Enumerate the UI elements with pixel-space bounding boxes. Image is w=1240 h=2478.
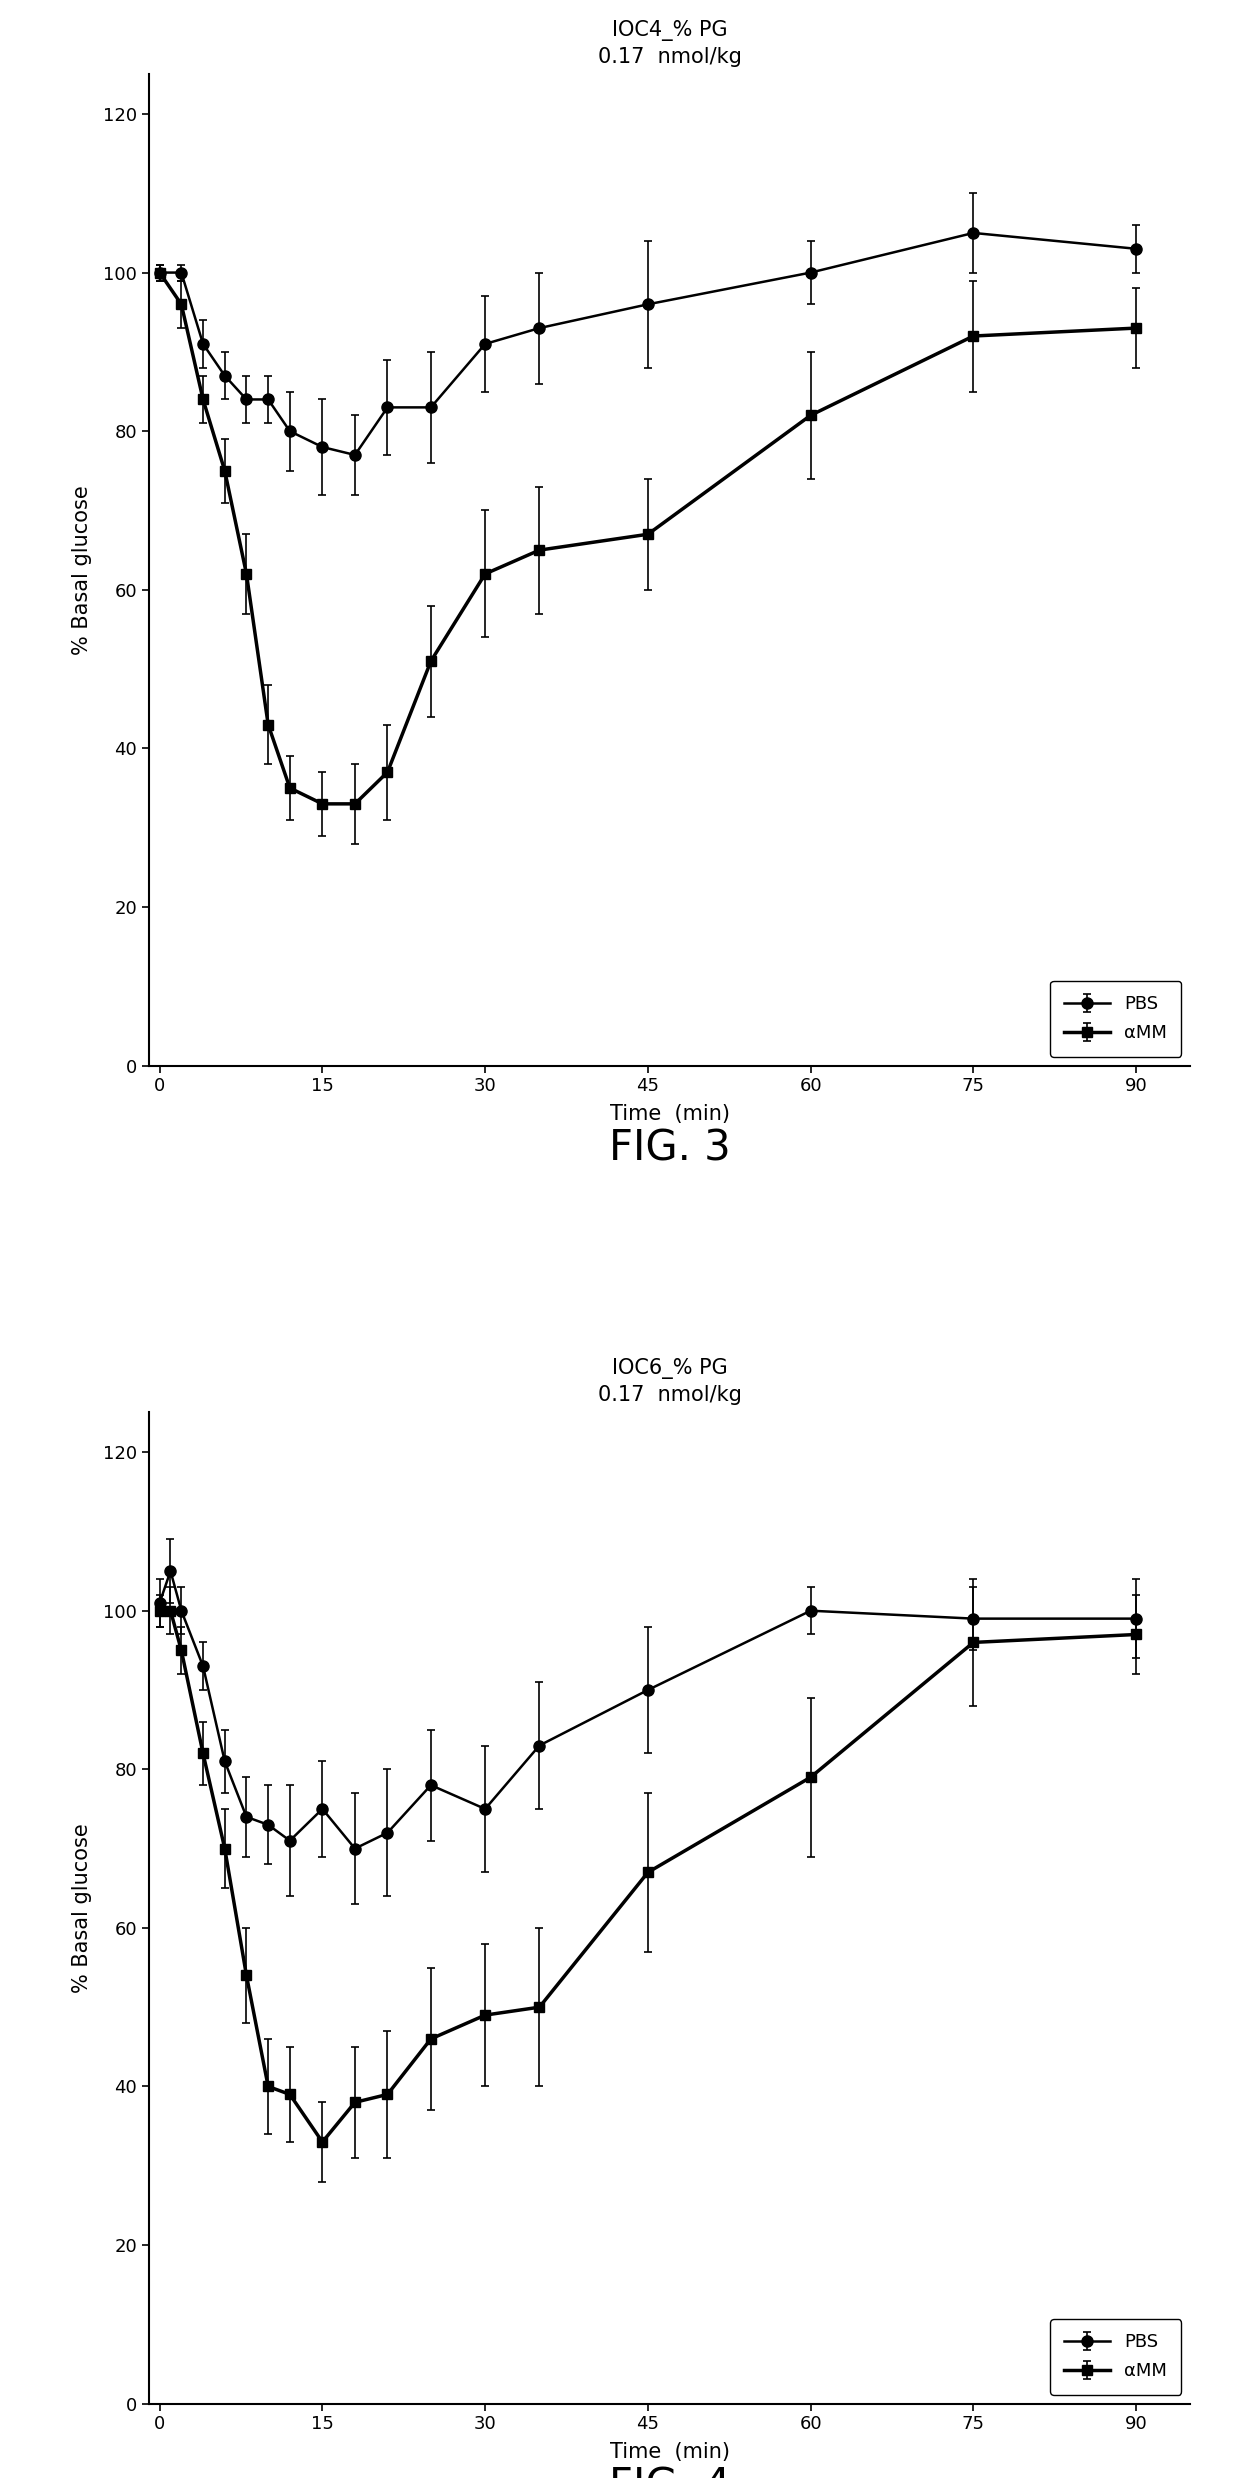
Title: IOC6_% PG
0.17  nmol/kg: IOC6_% PG 0.17 nmol/kg (598, 1358, 742, 1405)
Legend: PBS, αMM: PBS, αMM (1050, 981, 1182, 1056)
X-axis label: Time  (min): Time (min) (610, 2441, 729, 2461)
Y-axis label: % Basal glucose: % Basal glucose (72, 486, 92, 654)
X-axis label: Time  (min): Time (min) (610, 1103, 729, 1123)
Legend: PBS, αMM: PBS, αMM (1050, 2319, 1182, 2394)
Title: IOC4_% PG
0.17  nmol/kg: IOC4_% PG 0.17 nmol/kg (598, 20, 742, 67)
Text: FIG. 3: FIG. 3 (609, 1127, 730, 1170)
Y-axis label: % Basal glucose: % Basal glucose (72, 1824, 92, 1992)
Text: FIG. 4: FIG. 4 (609, 2466, 730, 2478)
